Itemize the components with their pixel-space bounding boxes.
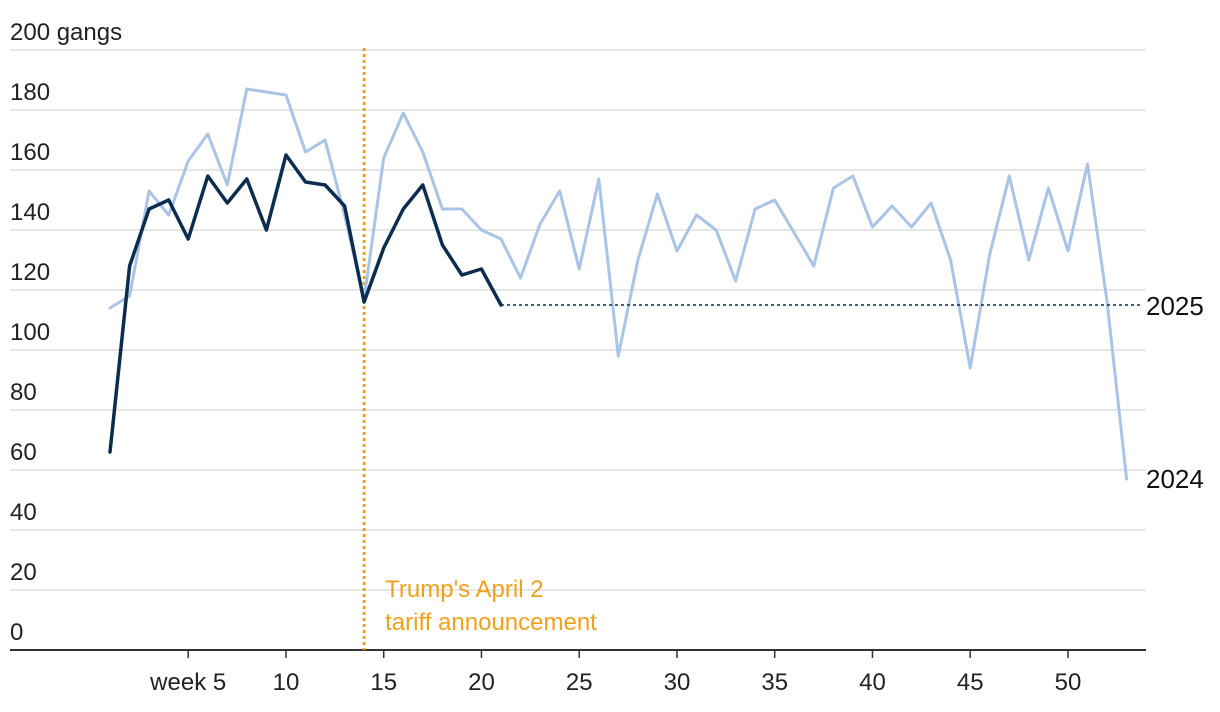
y-tick-label: 40: [10, 499, 37, 526]
y-tick-label: 140: [10, 199, 50, 226]
gridlines: [10, 49, 1146, 591]
series-line-2024: [108, 87, 1129, 481]
tariff-annotation: Trump's April 2 tariff announcement: [362, 48, 597, 650]
y-tick-label: 120: [10, 259, 50, 286]
x-tick-label: 45: [957, 669, 984, 696]
series-end-labels: 2025 2024: [1146, 291, 1204, 494]
y-tick-label: 80: [10, 379, 37, 406]
y-tick-label: 60: [10, 439, 37, 466]
x-tick-label: 50: [1055, 669, 1082, 696]
y-tick-label: 100: [10, 319, 50, 346]
annotation-text: tariff announcement: [385, 609, 597, 636]
x-tick-label: 40: [859, 669, 886, 696]
series-end-label: 2024: [1146, 464, 1204, 494]
x-tick-label: 35: [761, 669, 788, 696]
series-lines: [108, 87, 1140, 481]
annotation-text: Trump's April 2: [385, 576, 543, 603]
series-end-label: 2025: [1146, 291, 1204, 321]
y-tick-label: 160: [10, 139, 50, 166]
y-axis-labels: 0 20 40 60 80 100 120 140 160 180 200 gangs: [10, 19, 122, 646]
x-tick-label: 10: [273, 669, 300, 696]
x-tick-label: 20: [468, 669, 495, 696]
y-tick-label: 20: [10, 559, 37, 586]
x-tick-label: 15: [370, 669, 397, 696]
series-line-2025: [108, 153, 503, 454]
y-tick-label: 0: [10, 619, 23, 646]
x-tick-label: 25: [566, 669, 593, 696]
x-tick-label: week 5: [149, 669, 226, 696]
x-tick-label: 30: [664, 669, 691, 696]
y-tick-label: 200 gangs: [10, 19, 122, 46]
y-tick-label: 180: [10, 79, 50, 106]
x-axis-ticks: week 5 10 15 20 25 30 35 40 45 50: [149, 650, 1081, 696]
